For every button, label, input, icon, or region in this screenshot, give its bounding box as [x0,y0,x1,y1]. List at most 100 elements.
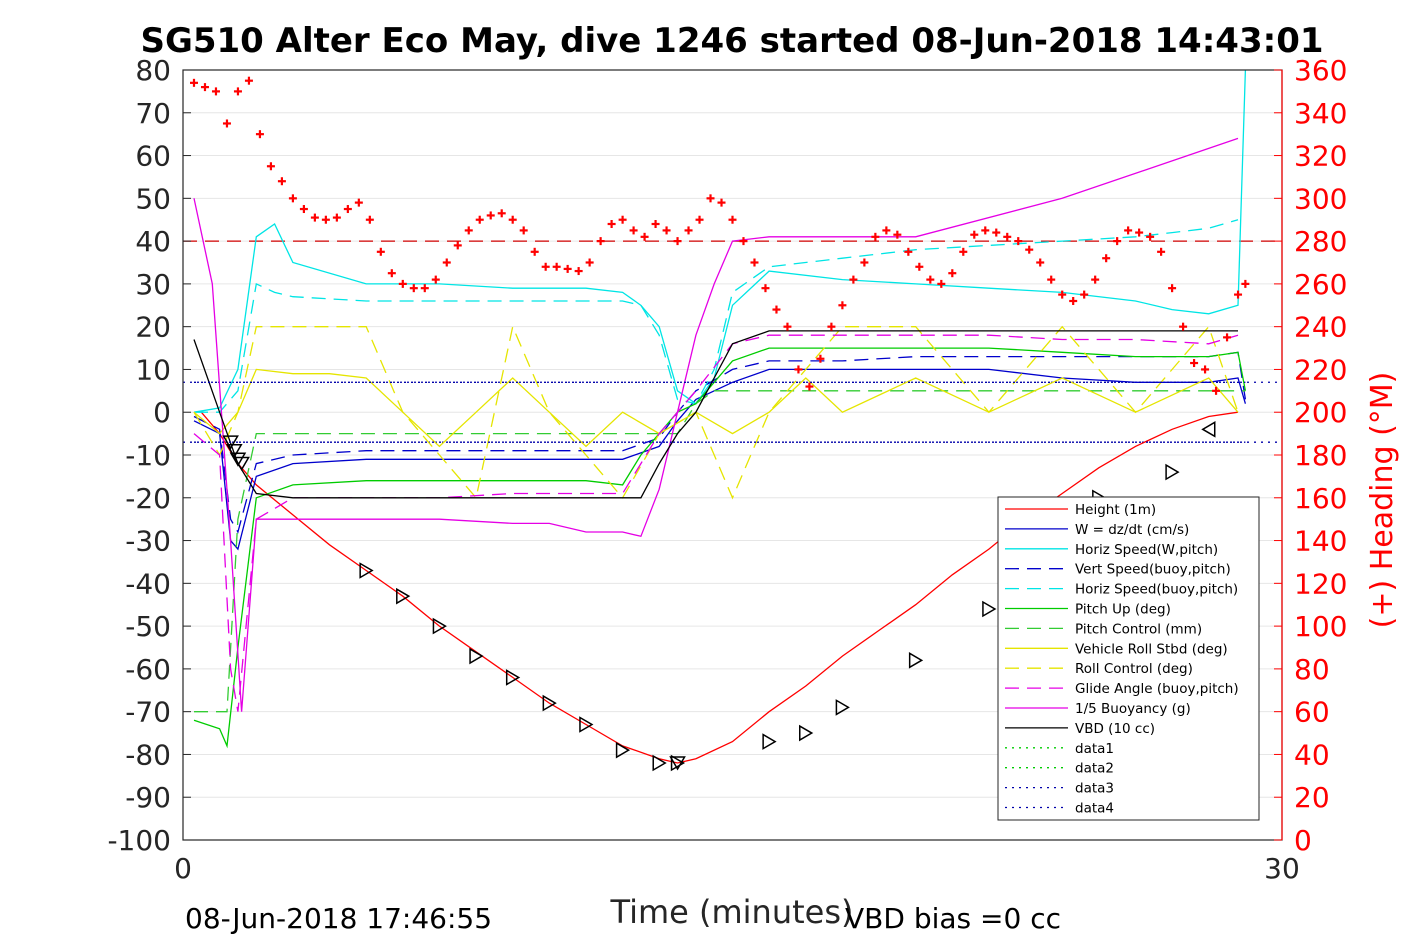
heading-point [508,215,517,224]
heading-point [805,382,814,391]
triangle-marker [222,435,239,450]
triangle-marker [762,733,777,750]
heading-point [728,215,737,224]
heading-point [849,275,858,284]
triangle-marker [579,716,594,733]
footer-timestamp: 08-Jun-2018 17:46:55 [185,902,492,935]
legend-label: data1 [1075,741,1114,757]
triangle-marker [505,669,521,686]
legend-entry: Pitch Control (mm) [1005,621,1202,637]
heading-point [431,275,440,284]
legend-label: Vehicle Roll Stbd (deg) [1075,641,1228,657]
heading-point [1091,275,1100,284]
right-tick-label: 200 [1294,396,1347,429]
left-tick-label: 10 [135,353,171,386]
heading-point [189,78,198,87]
heading-point [321,215,330,224]
left-tick-label: 40 [135,225,171,258]
left-tick-label: -90 [125,781,171,814]
heading-point [662,226,671,235]
heading-point [486,211,495,220]
x-tick-label: 30 [1264,852,1300,885]
heading-point [464,226,473,235]
series-line [194,390,1246,713]
legend-entry: 1/5 Buoyancy (g) [1005,701,1191,717]
left-tick-label: 0 [153,396,171,429]
heading-point [750,258,759,267]
heading-point [1036,258,1045,267]
heading-markers [189,76,1250,395]
heading-point [706,194,715,203]
legend-entry: VBD (10 cc) [1005,721,1155,737]
right-tick-label: 40 [1294,738,1330,771]
heading-point [387,269,396,278]
heading-point [332,213,341,222]
triangle-marker [396,587,411,605]
heading-point [563,264,572,273]
left-tick-label: 50 [135,182,171,215]
right-tick-label: 20 [1294,781,1330,814]
left-tick-label: -100 [107,824,171,857]
legend-items: Height (1m) W = dz/dt (cm/s) Horiz Speed(W… [1005,502,1239,817]
heading-point [948,269,957,278]
legend-label: Roll Control (deg) [1075,661,1193,677]
heading-point [1025,245,1034,254]
triangle-marker [652,754,667,772]
legend-entry: Glide Angle (buoy,pitch) [1005,681,1239,697]
heading-point [915,262,924,271]
heading-point [1102,254,1111,263]
heading-point [772,305,781,314]
legend-entry: Vehicle Roll Stbd (deg) [1005,641,1228,657]
heading-point [310,213,319,222]
triangle-marker [233,456,250,472]
legend-box [997,496,1260,821]
heading-point [475,215,484,224]
legend-entry: data3 [1005,781,1114,797]
heading-point [838,301,847,310]
left-axis-ticks: 80 70 60 50 40 30 20 10 0 -10 -20 -30 -40 -50 -60 -70 -8… [107,54,191,857]
triangle-marker [225,443,243,459]
legend-label: Height (1m) [1075,502,1156,518]
legend-label: VBD (10 cc) [1075,721,1155,737]
legend-label: data2 [1075,761,1114,777]
right-tick-label: 340 [1294,97,1347,130]
legend-label: data3 [1075,781,1114,797]
heading-point [585,258,594,267]
heading-point [541,262,550,271]
footer-vbd-bias: VBD bias =0 cc [845,902,1061,935]
legend-label: W = dz/dt (cm/s) [1075,522,1189,538]
heading-point [244,76,253,85]
heading-point [200,83,209,92]
triangle-marker [359,562,374,579]
legend-label: Horiz Speed(W,pitch) [1075,542,1218,558]
heading-point [673,237,682,246]
right-tick-label: 280 [1294,225,1347,258]
right-tick-label: 140 [1294,525,1347,558]
series-line [193,69,1247,413]
left-tick-label: -50 [125,610,171,643]
legend-entry: data1 [1005,741,1114,757]
left-tick-label: -40 [125,567,171,600]
legend-entry: Pitch Up (deg) [1005,602,1171,618]
triangle-marker [615,741,631,759]
heading-point [1135,228,1144,237]
left-tick-label: 60 [135,140,171,173]
heading-point [959,247,968,256]
heading-point [1080,290,1089,299]
triangle-marker [229,452,247,467]
triangle-marker [670,754,686,772]
heading-point [354,198,363,207]
heading-point [453,241,462,250]
heading-point [420,284,429,293]
heading-point [574,267,583,276]
heading-point [783,322,792,331]
left-tick-label: -30 [125,525,171,558]
series-lines [193,69,1247,764]
left-tick-label: -70 [125,696,171,729]
heading-point [266,162,275,171]
heading-point [629,226,638,235]
left-tick-label: 70 [135,97,171,130]
heading-point [222,119,231,128]
heading-point [376,247,385,256]
